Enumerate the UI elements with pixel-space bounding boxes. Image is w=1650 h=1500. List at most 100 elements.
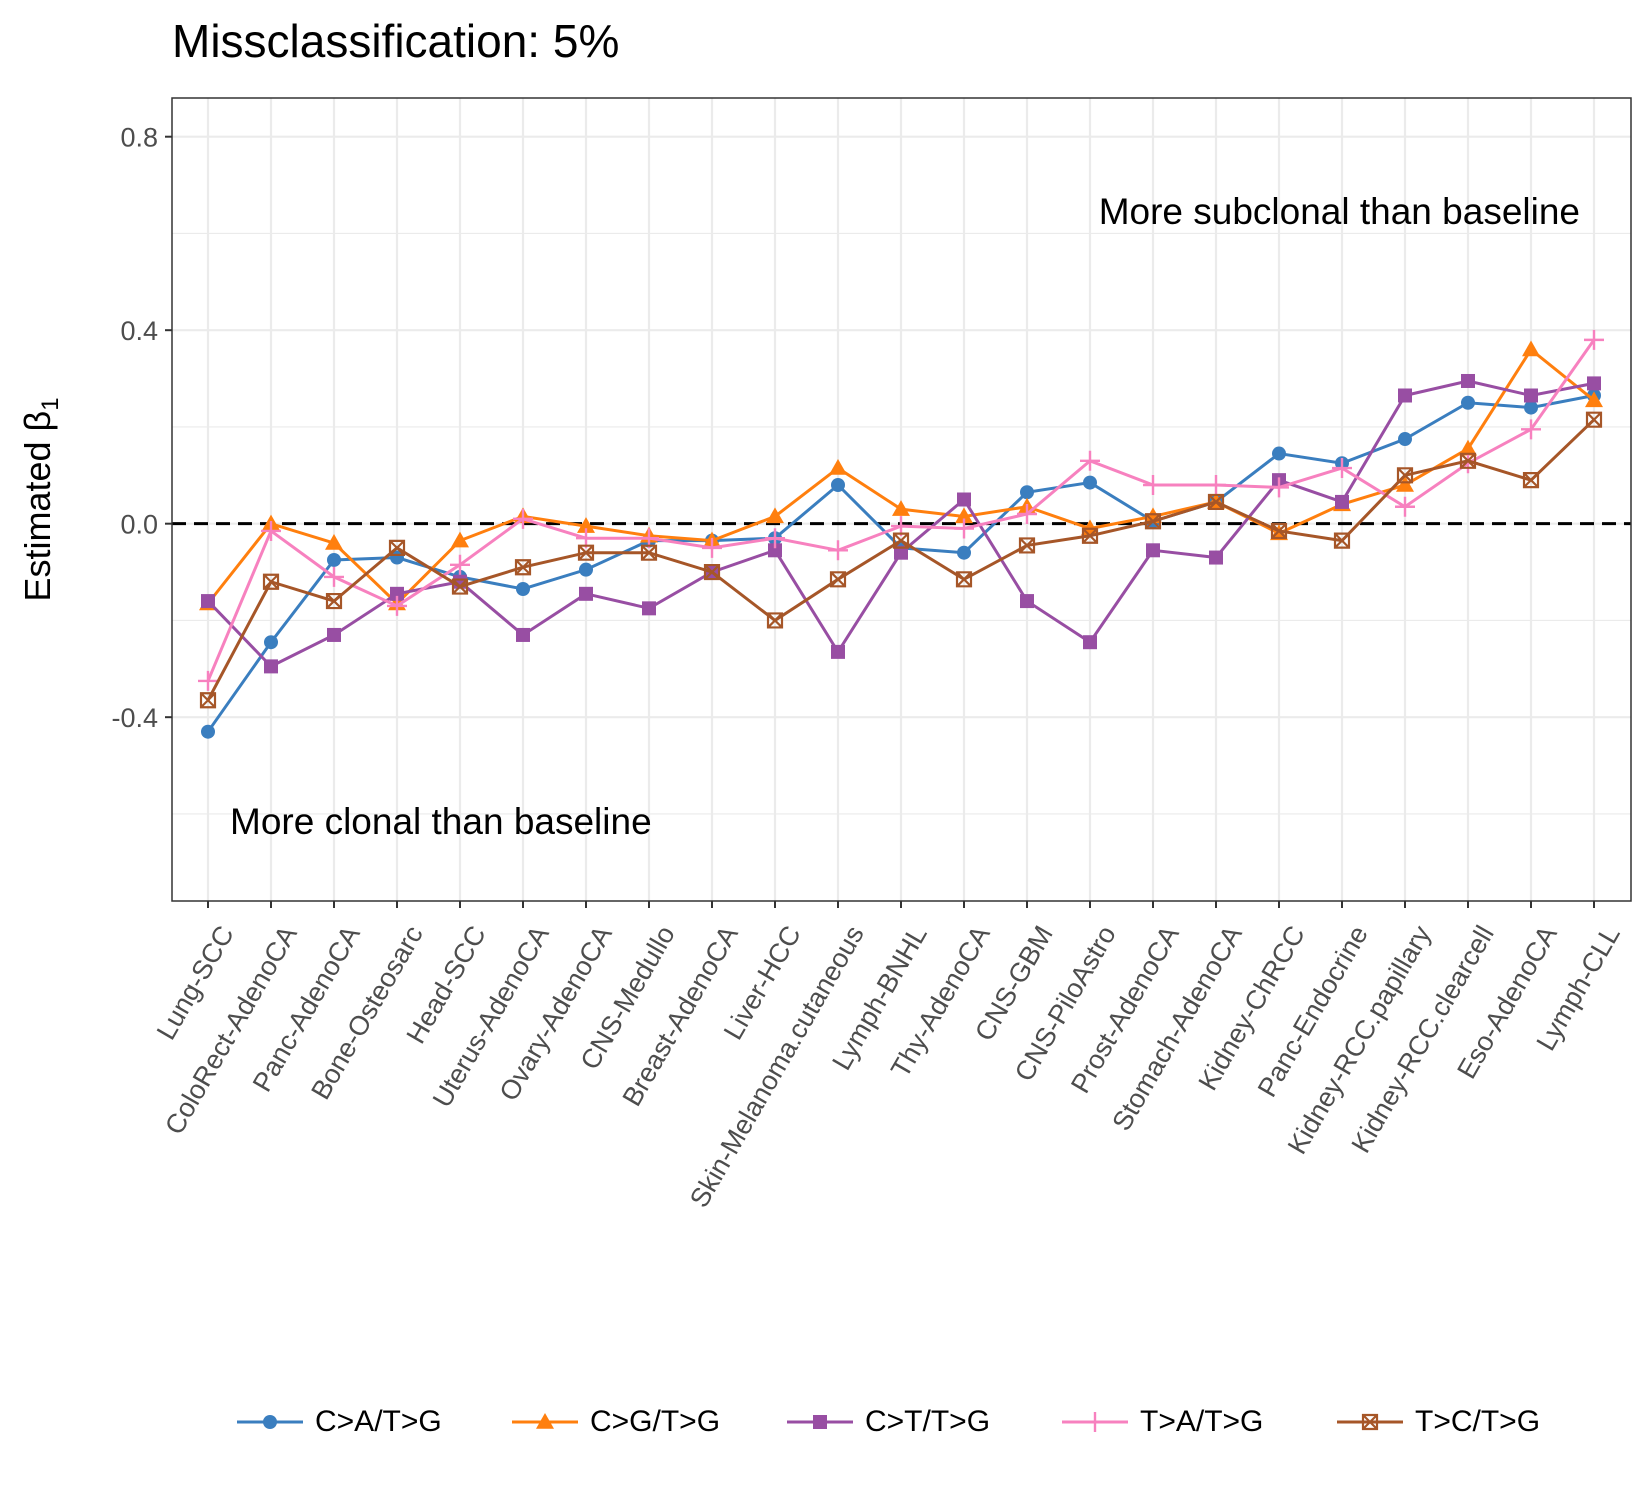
data-point: [1395, 496, 1415, 517]
data-point: [1144, 513, 1162, 530]
data-point: [262, 573, 280, 590]
legend-label: C>T/T>G: [865, 1405, 991, 1438]
data-point: [513, 508, 533, 529]
legend-key: [1062, 1412, 1128, 1432]
data-point: [325, 592, 343, 610]
x-axis: Lung-SCCColoRect-AdenoCAPanc-AdenoCABone…: [151, 901, 1626, 1212]
data-point: [199, 692, 217, 709]
data-point: [640, 544, 658, 561]
data-point: [1396, 467, 1414, 484]
y-tick-label: -0.4: [111, 703, 158, 733]
legend-label: T>C/T>G: [1415, 1405, 1541, 1438]
data-point: [828, 540, 848, 561]
data-point: [1143, 474, 1163, 495]
legend-key: [237, 1415, 303, 1429]
data-point: [766, 612, 784, 629]
data-point: [829, 459, 847, 475]
data-point: [263, 1415, 277, 1429]
legend-item: C>A/T>G: [235, 1392, 442, 1452]
legend-label: T>A/T>G: [1140, 1405, 1264, 1438]
data-point: [1081, 527, 1099, 544]
chart-title: Missclassification: 5%: [172, 15, 620, 67]
data-point: [831, 644, 845, 659]
legend-item: T>A/T>G: [1060, 1392, 1263, 1452]
data-point: [1587, 376, 1601, 391]
data-point: [1522, 472, 1540, 489]
data-point: [1461, 395, 1475, 410]
data-point: [1585, 411, 1603, 428]
data-point: [387, 595, 407, 616]
data-point: [955, 571, 973, 588]
data-point: [1521, 419, 1541, 440]
data-point: [325, 534, 343, 550]
legend-key: [512, 1413, 578, 1429]
annotation-subclonal: More subclonal than baseline: [1099, 191, 1580, 232]
data-point: [516, 627, 530, 642]
data-point: [201, 724, 215, 739]
data-point: [829, 571, 847, 588]
legend-label: C>A/T>G: [315, 1405, 442, 1438]
data-point: [894, 545, 908, 560]
data-point: [702, 537, 722, 558]
data-point: [954, 518, 974, 539]
data-point: [261, 520, 281, 541]
data-point: [327, 552, 341, 567]
y-tick-label: 0.4: [120, 316, 158, 346]
data-point: [450, 554, 470, 575]
data-point: [768, 543, 782, 558]
legend-key: [787, 1415, 853, 1429]
data-point: [1020, 594, 1034, 609]
data-point: [388, 539, 406, 556]
data-point: [1146, 543, 1160, 558]
data-point: [1461, 373, 1475, 388]
series-cttg: [201, 373, 1601, 674]
data-point: [1206, 474, 1226, 495]
data-point: [1585, 391, 1603, 408]
data-point: [264, 635, 278, 650]
legend-item: T>C/T>G: [1335, 1392, 1540, 1452]
data-point: [1524, 400, 1538, 415]
data-point: [579, 562, 593, 577]
data-point: [1522, 340, 1540, 357]
line-chart: -0.4 0.0 0.4 0.8 Lung-SCCColoRect-AdenoCAPa…: [17, 97, 1632, 1212]
data-point: [831, 477, 845, 492]
data-point: [1017, 504, 1037, 525]
data-point: [1398, 432, 1412, 447]
data-point: [201, 594, 215, 609]
legend-key: [1337, 1413, 1403, 1431]
data-point: [1272, 446, 1286, 461]
data-point: [1020, 485, 1034, 500]
data-point: [1080, 450, 1100, 471]
data-point: [1207, 493, 1225, 511]
data-point: [765, 528, 785, 549]
data-point: [514, 559, 532, 576]
data-point: [516, 581, 530, 596]
data-point: [451, 531, 469, 548]
data-point: [703, 563, 721, 581]
data-point: [577, 517, 595, 533]
data-point: [1398, 388, 1412, 403]
data-point: [955, 507, 973, 524]
data-point: [892, 500, 910, 516]
legend-item: C>T/T>G: [785, 1392, 990, 1452]
y-axis-label: Estimated β1: [17, 397, 64, 601]
data-point: [1459, 452, 1477, 469]
series-layer: [198, 329, 1604, 739]
data-point: [1361, 1413, 1379, 1431]
data-point: [327, 627, 341, 642]
data-point: [1332, 458, 1352, 479]
data-point: [1083, 635, 1097, 650]
data-point: [579, 586, 593, 601]
data-point: [957, 492, 971, 507]
data-point: [957, 545, 971, 560]
y-tick-label: 0.0: [120, 510, 158, 540]
annotation-clonal: More clonal than baseline: [230, 801, 652, 842]
data-point: [766, 507, 784, 524]
series-tctg: [199, 411, 1603, 709]
data-point: [1396, 475, 1414, 492]
data-point: [1018, 537, 1036, 554]
data-point: [1459, 439, 1477, 456]
legend-item: C>G/T>G: [510, 1392, 720, 1452]
data-point: [577, 544, 595, 561]
data-point: [390, 586, 404, 601]
